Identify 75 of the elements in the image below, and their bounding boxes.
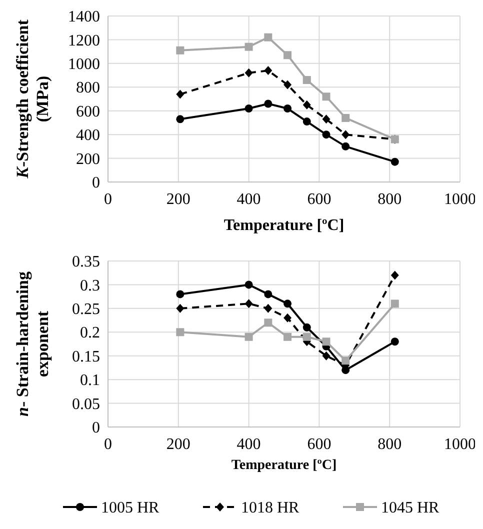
point bbox=[176, 115, 184, 124]
x-tick-label: 0 bbox=[104, 191, 112, 208]
point bbox=[176, 304, 184, 313]
y-tick-label: 1200 bbox=[68, 32, 100, 50]
point bbox=[264, 33, 272, 42]
y-tick-label: 0 bbox=[92, 174, 100, 192]
point bbox=[244, 68, 253, 78]
x-tick-label: 600 bbox=[307, 191, 332, 208]
point bbox=[284, 313, 292, 322]
point bbox=[322, 114, 330, 124]
point bbox=[342, 356, 350, 365]
point bbox=[244, 280, 253, 289]
x-tick-label: 200 bbox=[166, 191, 190, 208]
x-axis-title: Temperature [ºC] bbox=[224, 217, 344, 234]
point bbox=[264, 304, 272, 313]
y-tick-label: 200 bbox=[76, 150, 100, 168]
point bbox=[322, 130, 330, 139]
y-tick-label: 0.05 bbox=[72, 396, 100, 413]
point bbox=[284, 332, 292, 341]
point bbox=[390, 270, 399, 280]
point bbox=[302, 332, 311, 341]
y-tick-label: 1000 bbox=[68, 56, 100, 74]
point bbox=[244, 42, 253, 51]
point bbox=[176, 290, 184, 298]
point bbox=[264, 100, 272, 108]
x-tick-label: 400 bbox=[236, 191, 261, 208]
x-tick-label: 0 bbox=[104, 436, 112, 453]
point bbox=[390, 300, 399, 308]
point bbox=[176, 46, 184, 54]
point bbox=[264, 66, 272, 76]
point bbox=[390, 158, 399, 166]
point bbox=[322, 92, 330, 101]
point bbox=[342, 130, 350, 140]
point bbox=[322, 338, 330, 346]
point bbox=[284, 300, 292, 308]
y-tick-label: 1400 bbox=[68, 8, 100, 26]
point bbox=[244, 299, 253, 308]
x-axis-title: Temperature [ºC] bbox=[231, 458, 337, 473]
point bbox=[342, 114, 350, 122]
y-tick-label: 0.2 bbox=[80, 324, 100, 342]
point bbox=[264, 318, 272, 327]
legend-label: 1045 HR bbox=[381, 500, 440, 517]
y-tick-label: 0.35 bbox=[72, 254, 100, 271]
y-axis-title: n- Strain-hardening exponent bbox=[13, 270, 52, 417]
point bbox=[342, 142, 350, 150]
point bbox=[264, 290, 272, 298]
point bbox=[302, 323, 311, 332]
x-tick-label: 200 bbox=[166, 436, 190, 453]
x-tick-label: 800 bbox=[378, 191, 402, 208]
y-tick-label: 0 bbox=[92, 420, 100, 437]
point bbox=[176, 328, 184, 336]
y-tick-label: 800 bbox=[76, 80, 100, 97]
point bbox=[322, 351, 330, 360]
legend-label: 1018 HR bbox=[241, 500, 300, 517]
point bbox=[176, 90, 184, 99]
legend-label: 1005 HR bbox=[101, 500, 160, 517]
y-tick-label: 0.3 bbox=[80, 277, 100, 294]
point bbox=[284, 80, 292, 90]
y-tick-label: 0.25 bbox=[72, 301, 100, 318]
y-tick-label: 0.1 bbox=[80, 372, 100, 390]
point bbox=[284, 51, 292, 60]
point bbox=[244, 332, 253, 341]
y-axis-title: K-Strength coefficient (MPa) bbox=[13, 19, 52, 180]
y-tick-label: 0.15 bbox=[72, 348, 100, 366]
point bbox=[302, 100, 311, 110]
point bbox=[302, 118, 311, 126]
point bbox=[284, 104, 292, 112]
x-tick-label: 800 bbox=[378, 436, 402, 453]
y-tick-label: 600 bbox=[76, 103, 100, 120]
x-tick-label: 600 bbox=[307, 436, 332, 453]
point bbox=[244, 104, 253, 112]
y-tick-label: 400 bbox=[76, 127, 100, 144]
point bbox=[302, 76, 311, 84]
x-tick-label: 400 bbox=[236, 436, 261, 453]
point bbox=[390, 338, 399, 346]
